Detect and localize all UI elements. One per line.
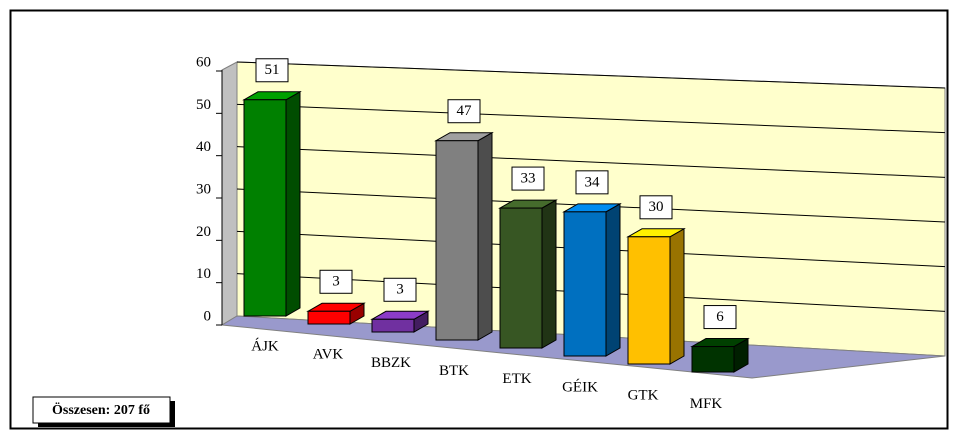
grid-line xyxy=(236,61,946,89)
bar xyxy=(563,211,607,357)
value-label-box xyxy=(255,58,289,83)
value-label-box xyxy=(319,269,353,294)
bar-side xyxy=(285,90,301,317)
bar-side xyxy=(605,202,621,357)
bar-side xyxy=(541,199,557,349)
bar xyxy=(499,207,543,349)
value-label-box xyxy=(575,170,609,195)
bar xyxy=(435,140,479,341)
value-label-box xyxy=(703,305,737,330)
x-tick-label: ÁJK xyxy=(251,337,279,354)
value-label: 3 xyxy=(396,282,404,298)
grid-line xyxy=(236,146,946,178)
bar-side xyxy=(477,131,493,341)
x-tick-label: ETK xyxy=(502,371,531,387)
x-tick-label: BTK xyxy=(439,363,469,379)
bar xyxy=(627,236,671,365)
annotation-box xyxy=(32,396,171,424)
y-tick-label: 60 xyxy=(196,54,211,70)
x-tick-label: MFK xyxy=(690,396,723,412)
x-tick-label: GTK xyxy=(628,388,659,404)
value-label: 30 xyxy=(649,199,664,215)
y-tick-label: 30 xyxy=(196,181,211,197)
y-tick-label: 50 xyxy=(196,97,211,113)
value-label: 51 xyxy=(265,62,280,78)
value-label: 33 xyxy=(521,171,536,187)
value-label: 34 xyxy=(585,174,601,190)
bar xyxy=(307,310,351,325)
x-tick-label: GÉIK xyxy=(562,378,598,395)
annotation: Összesen: 207 fő xyxy=(52,401,150,418)
y-tick-label: 20 xyxy=(196,224,211,240)
value-label-box xyxy=(639,195,673,220)
grid-line xyxy=(236,103,946,134)
bar xyxy=(371,318,415,333)
value-label: 47 xyxy=(457,103,473,119)
y-tick-label: 0 xyxy=(204,308,212,324)
value-label: 6 xyxy=(716,309,724,325)
x-tick-label: BBZK xyxy=(371,355,411,371)
bar-side xyxy=(669,227,685,365)
y-tick-label: 10 xyxy=(196,266,211,282)
bar xyxy=(691,346,735,373)
x-tick-label: AVK xyxy=(313,347,344,363)
value-label: 3 xyxy=(332,274,340,290)
bar xyxy=(243,99,287,317)
side-wall xyxy=(221,61,238,326)
value-label-box xyxy=(447,99,481,124)
value-label-box xyxy=(383,277,417,302)
y-tick-label: 40 xyxy=(196,139,211,155)
value-label-box xyxy=(511,166,545,191)
